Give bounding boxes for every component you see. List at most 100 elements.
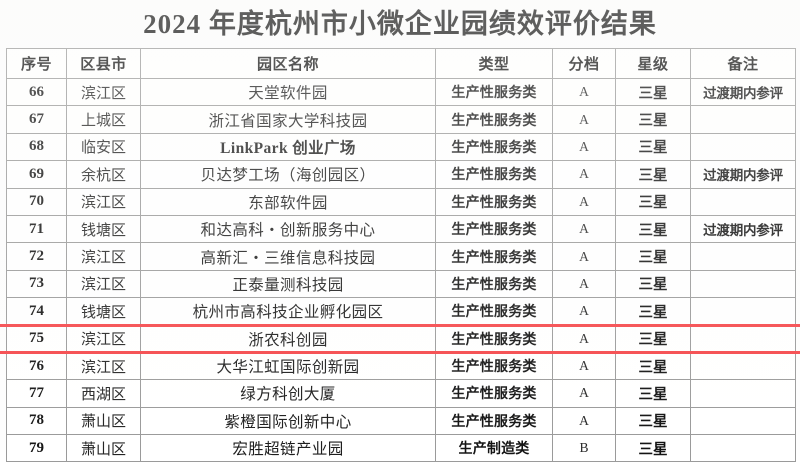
cell-park_name: 浙江省国家大学科技园 <box>140 105 436 134</box>
cell-grade: A <box>552 351 616 381</box>
cell-district: 滨江区 <box>66 351 141 381</box>
cell-index: 79 <box>6 434 67 462</box>
cell-remark <box>690 132 796 162</box>
table-header: 序号 区县市 园区名称 类型 分档 星级 备注 <box>6 48 796 79</box>
table-row: 79 萧山区 宏胜超链产业园 生产制造类 B 三星 <box>6 434 796 462</box>
cell-type: 生产制造类 <box>435 434 553 462</box>
cell-type: 生产性服务类 <box>435 324 553 353</box>
cell-district: 滨江区 <box>66 269 141 299</box>
cell-park_name: 宏胜超链产业园 <box>140 434 436 462</box>
cell-grade: A <box>552 379 616 408</box>
table-row: 76 滨江区 大华江虹国际创新园 生产性服务类 A 三星 <box>6 351 796 381</box>
cell-park_name: 高新汇・三维信息科技园 <box>140 242 436 271</box>
page-title: 2024 年度杭州市小微企业园绩效评价结果 <box>143 9 657 39</box>
cell-type: 生产性服务类 <box>435 160 553 189</box>
cell-star: 三星 <box>615 379 691 408</box>
cell-star: 三星 <box>615 105 691 134</box>
cell-type: 生产性服务类 <box>435 132 553 162</box>
cell-type: 生产性服务类 <box>435 214 553 244</box>
cell-park_name: 贝达梦工场（海创园区） <box>140 160 436 189</box>
cell-grade: A <box>552 187 616 216</box>
performance-evaluation-table: 序号 区县市 园区名称 类型 分档 星级 备注 66 滨江区 天堂软件园 生产性服务类 A 三星 过渡期… <box>6 48 796 462</box>
cell-index: 70 <box>6 187 67 216</box>
cell-park_name: 正泰量测科技园 <box>140 269 436 299</box>
cell-park_name: 杭州市高科技企业孵化园区 <box>140 297 436 326</box>
cell-park_name: 东部软件园 <box>140 187 436 216</box>
cell-district: 西湖区 <box>66 379 141 408</box>
cell-star: 三星 <box>615 214 691 244</box>
column-header-remark: 备注 <box>690 48 796 79</box>
cell-type: 生产性服务类 <box>435 297 553 326</box>
table-row: 75 滨江区 浙农科创园 生产性服务类 A 三星 <box>6 324 796 353</box>
cell-star: 三星 <box>615 77 691 107</box>
table-row: 68 临安区 LinkPark 创业广场 生产性服务类 A 三星 <box>6 132 796 162</box>
cell-grade: A <box>552 269 616 299</box>
cell-remark <box>690 379 796 408</box>
cell-type: 生产性服务类 <box>435 105 553 134</box>
cell-district: 临安区 <box>66 132 141 162</box>
cell-type: 生产性服务类 <box>435 242 553 271</box>
cell-type: 生产性服务类 <box>435 77 553 107</box>
cell-index: 71 <box>6 214 67 244</box>
cell-grade: A <box>552 324 616 353</box>
table-row: 67 上城区 浙江省国家大学科技园 生产性服务类 A 三星 <box>6 105 796 134</box>
table-row: 78 萧山区 紫橙国际创新中心 生产性服务类 A 三星 <box>6 406 796 436</box>
cell-remark <box>690 297 796 326</box>
column-header-grade: 分档 <box>552 48 616 79</box>
cell-remark <box>690 324 796 353</box>
cell-grade: A <box>552 214 616 244</box>
table-body: 66 滨江区 天堂软件园 生产性服务类 A 三星 过渡期内参评 67 上城区 浙江省国家大学科技园… <box>6 77 796 462</box>
cell-remark <box>690 242 796 271</box>
cell-index: 68 <box>6 132 67 162</box>
cell-park_name: 大华江虹国际创新园 <box>140 351 436 381</box>
cell-remark <box>690 351 796 381</box>
cell-index: 72 <box>6 242 67 271</box>
cell-type: 生产性服务类 <box>435 187 553 216</box>
cell-index: 67 <box>6 105 67 134</box>
cell-district: 钱塘区 <box>66 297 141 326</box>
table-row: 69 余杭区 贝达梦工场（海创园区） 生产性服务类 A 三星 过渡期内参评 <box>6 160 796 189</box>
cell-grade: A <box>552 297 616 326</box>
cell-index: 69 <box>6 160 67 189</box>
cell-district: 滨江区 <box>66 324 141 353</box>
cell-star: 三星 <box>615 187 691 216</box>
cell-grade: A <box>552 77 616 107</box>
cell-district: 萧山区 <box>66 406 141 436</box>
cell-grade: B <box>552 434 616 462</box>
cell-star: 三星 <box>615 351 691 381</box>
cell-grade: A <box>552 132 616 162</box>
cell-district: 滨江区 <box>66 242 141 271</box>
cell-star: 三星 <box>615 132 691 162</box>
table-row: 72 滨江区 高新汇・三维信息科技园 生产性服务类 A 三星 <box>6 242 796 271</box>
cell-park_name: 浙农科创园 <box>140 324 436 353</box>
cell-star: 三星 <box>615 297 691 326</box>
table-row: 77 西湖区 绿方科创大厦 生产性服务类 A 三星 <box>6 379 796 408</box>
cell-district: 余杭区 <box>66 160 141 189</box>
cell-index: 78 <box>6 406 67 436</box>
cell-remark: 过渡期内参评 <box>690 160 796 189</box>
cell-index: 77 <box>6 379 67 408</box>
cell-grade: A <box>552 242 616 271</box>
table-row: 71 钱塘区 和达高科・创新服务中心 生产性服务类 A 三星 过渡期内参评 <box>6 214 796 244</box>
table-row: 66 滨江区 天堂软件园 生产性服务类 A 三星 过渡期内参评 <box>6 77 796 107</box>
cell-type: 生产性服务类 <box>435 379 553 408</box>
cell-district: 滨江区 <box>66 77 141 107</box>
cell-star: 三星 <box>615 160 691 189</box>
cell-index: 74 <box>6 297 67 326</box>
cell-star: 三星 <box>615 434 691 462</box>
cell-grade: A <box>552 105 616 134</box>
cell-remark: 过渡期内参评 <box>690 214 796 244</box>
column-header-index: 序号 <box>6 48 67 79</box>
table-row: 74 钱塘区 杭州市高科技企业孵化园区 生产性服务类 A 三星 <box>6 297 796 326</box>
cell-remark <box>690 105 796 134</box>
cell-star: 三星 <box>615 324 691 353</box>
cell-district: 上城区 <box>66 105 141 134</box>
cell-district: 萧山区 <box>66 434 141 462</box>
cell-park_name: 绿方科创大厦 <box>140 379 436 408</box>
cell-star: 三星 <box>615 406 691 436</box>
table-header-row: 序号 区县市 园区名称 类型 分档 星级 备注 <box>6 48 796 79</box>
cell-index: 76 <box>6 351 67 381</box>
cell-star: 三星 <box>615 269 691 299</box>
cell-index: 75 <box>6 324 67 353</box>
